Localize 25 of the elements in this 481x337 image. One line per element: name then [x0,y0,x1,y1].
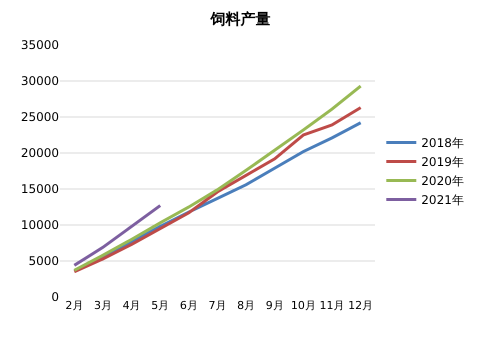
x-tick-label: 4月 [122,299,141,312]
legend-label: 2019年 [421,155,464,170]
legend-label: 2021年 [421,193,464,208]
x-tick-label: 2月 [65,299,84,312]
y-tick-label: 15000 [20,182,59,196]
y-tick-label: 5000 [28,254,59,268]
x-tick-label: 12月 [348,299,374,312]
x-tick-label: 5月 [151,299,170,312]
y-tick-label: 35000 [20,38,59,52]
y-tick-label: 0 [51,290,59,304]
y-tick-label: 30000 [20,74,59,88]
x-tick-label: 9月 [266,299,284,312]
y-tick-label: 10000 [20,218,59,232]
x-tick-label: 8月 [237,299,256,312]
legend-label: 2018年 [421,136,464,150]
x-tick-label: 11月 [320,299,345,312]
legend-label: 2020年 [421,174,464,188]
y-tick-label: 20000 [20,146,59,160]
x-tick-label: 10月 [290,299,316,312]
y-tick-label: 25000 [20,110,59,124]
x-tick-label: 3月 [94,299,112,312]
x-tick-label: 7月 [208,299,226,312]
x-tick-label: 6月 [180,299,198,312]
chart-title: 饲料产量 [210,10,270,28]
line-series [72,204,162,267]
